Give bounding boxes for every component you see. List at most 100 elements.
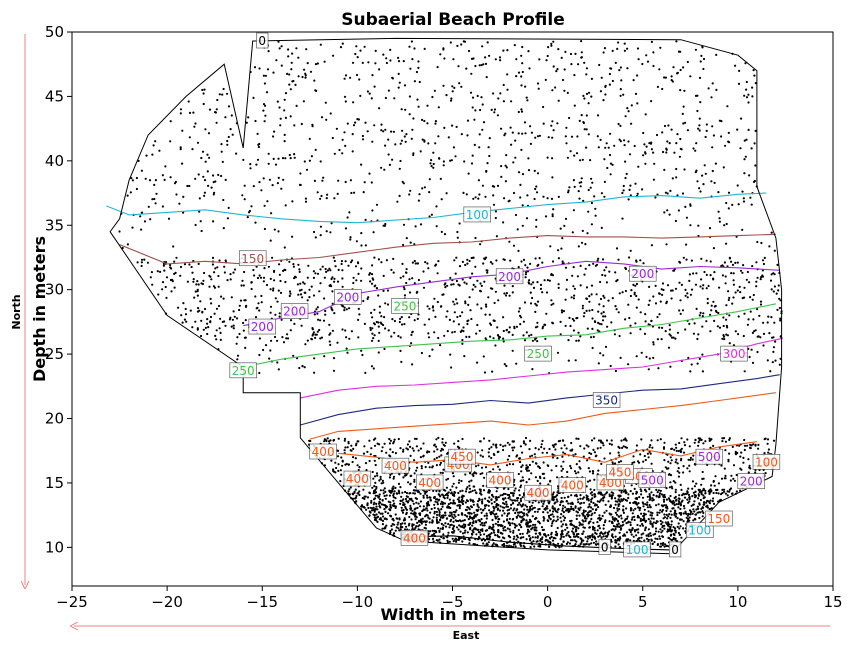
survey-point (399, 276, 402, 279)
survey-point (355, 73, 359, 77)
survey-point (520, 148, 523, 151)
survey-point (222, 87, 225, 91)
survey-point (760, 241, 763, 245)
survey-point (332, 369, 336, 372)
survey-point (490, 532, 493, 535)
survey-point (215, 329, 218, 332)
survey-point (689, 75, 692, 78)
survey-point (556, 122, 559, 125)
survey-point (484, 303, 488, 306)
survey-point (149, 218, 152, 221)
survey-point (334, 265, 337, 268)
survey-point (743, 312, 746, 315)
survey-point (352, 124, 356, 127)
survey-point (484, 56, 487, 59)
survey-point (705, 123, 708, 126)
survey-point (140, 264, 143, 268)
survey-point (184, 313, 188, 316)
survey-point (734, 291, 737, 294)
survey-point (203, 194, 206, 197)
survey-point (587, 467, 590, 470)
survey-point (461, 540, 464, 543)
survey-point (331, 136, 334, 140)
survey-point (436, 66, 439, 69)
survey-point (771, 336, 774, 339)
survey-point (265, 91, 269, 94)
survey-point (212, 174, 215, 177)
survey-point (394, 497, 397, 500)
survey-point (630, 104, 633, 107)
survey-point (567, 495, 570, 498)
survey-point (569, 449, 572, 452)
survey-point (725, 318, 728, 321)
survey-point (590, 514, 593, 517)
survey-point (588, 300, 591, 303)
survey-point (598, 534, 602, 537)
survey-point (603, 158, 606, 161)
survey-point (700, 278, 703, 281)
survey-point (669, 481, 672, 484)
survey-point (291, 200, 294, 203)
survey-point (494, 534, 497, 537)
survey-point (340, 260, 343, 263)
survey-point (354, 457, 357, 460)
survey-point (485, 514, 489, 517)
survey-point (419, 150, 422, 153)
survey-point (496, 450, 499, 454)
survey-point (637, 528, 640, 531)
survey-point (591, 494, 594, 497)
survey-point (339, 469, 342, 472)
survey-point (759, 336, 762, 339)
survey-point (661, 131, 664, 134)
survey-point (460, 495, 463, 498)
survey-point (384, 490, 387, 493)
survey-point (453, 529, 456, 532)
survey-point (641, 496, 645, 499)
survey-point (646, 60, 650, 63)
survey-point (438, 490, 441, 493)
survey-point (373, 323, 376, 326)
survey-point (258, 309, 261, 312)
survey-point (508, 240, 511, 243)
survey-point (588, 91, 591, 94)
survey-point (397, 335, 400, 338)
survey-point (688, 500, 691, 503)
survey-point (666, 284, 670, 287)
survey-point (391, 158, 394, 161)
survey-point (196, 141, 200, 144)
survey-point (496, 334, 500, 337)
survey-point (556, 457, 559, 460)
survey-point (565, 278, 569, 281)
survey-point (583, 526, 587, 529)
survey-point (313, 357, 316, 360)
survey-point (579, 506, 582, 509)
survey-point (594, 320, 597, 324)
survey-point (283, 246, 286, 249)
survey-point (586, 513, 589, 516)
survey-point (756, 350, 759, 354)
survey-point (606, 166, 609, 170)
survey-point (741, 190, 744, 193)
survey-point (504, 444, 507, 447)
survey-point (343, 439, 346, 442)
survey-point (581, 519, 584, 522)
survey-point (527, 157, 530, 160)
survey-point (702, 312, 705, 315)
survey-point (207, 184, 210, 187)
survey-point (711, 82, 714, 85)
survey-point (701, 489, 705, 492)
survey-point (404, 108, 407, 111)
survey-point (309, 70, 313, 73)
survey-point (484, 497, 487, 500)
survey-point (402, 448, 405, 451)
survey-point (645, 534, 648, 537)
survey-point (755, 261, 758, 264)
survey-point (481, 184, 484, 187)
survey-point (385, 259, 388, 262)
survey-point (611, 49, 614, 53)
survey-point (423, 323, 426, 326)
survey-point (492, 529, 495, 532)
survey-point (502, 520, 505, 523)
survey-point (647, 518, 650, 521)
survey-point (531, 296, 534, 300)
